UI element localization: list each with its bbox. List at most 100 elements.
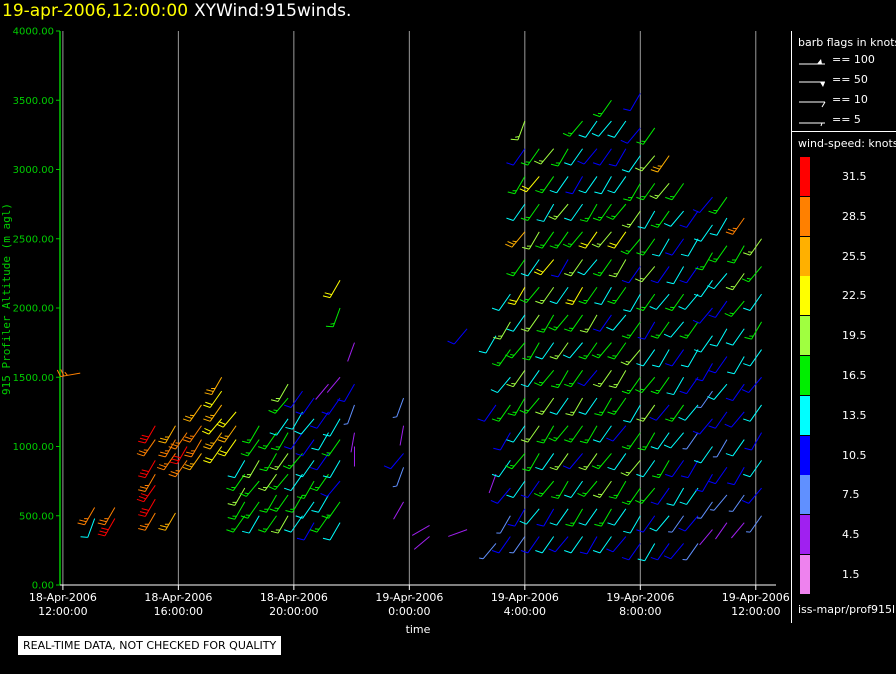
barb-staff bbox=[671, 349, 685, 367]
wind-barb bbox=[607, 231, 627, 249]
wind-barb bbox=[270, 432, 289, 451]
barb-feather bbox=[579, 440, 588, 444]
barb-staff bbox=[749, 349, 762, 367]
barb-feather bbox=[506, 383, 514, 388]
wind-barb bbox=[519, 286, 540, 304]
barb-feather bbox=[579, 551, 588, 555]
wind-barb bbox=[490, 487, 511, 504]
barb-feather bbox=[158, 440, 166, 444]
x-tick-date: 19-Apr-2006 bbox=[722, 591, 790, 604]
speed-swatch bbox=[800, 435, 810, 475]
wind-barb bbox=[679, 321, 699, 339]
barb-feather bbox=[239, 493, 247, 497]
barb-feather bbox=[636, 196, 644, 201]
wind-barb bbox=[522, 342, 540, 361]
barb-staff bbox=[655, 293, 670, 310]
wind-barb bbox=[650, 487, 670, 505]
barb-feather bbox=[692, 430, 700, 435]
barb-feather bbox=[743, 307, 751, 312]
wind-barb bbox=[562, 231, 583, 248]
barb-feather bbox=[608, 163, 616, 167]
barb-feather bbox=[608, 274, 616, 278]
wind-barb bbox=[743, 349, 762, 367]
barb-feather bbox=[564, 273, 572, 277]
speed-swatch-label: 28.5 bbox=[842, 209, 867, 223]
barb-feather bbox=[650, 224, 658, 228]
wind-barb bbox=[520, 203, 540, 221]
barb-staff bbox=[585, 397, 598, 415]
speed-swatch bbox=[800, 475, 810, 515]
barb-staff bbox=[700, 224, 713, 242]
barb-staff bbox=[732, 383, 745, 401]
barb-staff bbox=[328, 397, 341, 415]
wind-barb bbox=[727, 356, 745, 375]
wind-barb bbox=[594, 508, 612, 527]
wind-barb bbox=[564, 536, 583, 554]
barb-staff bbox=[749, 515, 762, 533]
wind-barb bbox=[522, 453, 540, 472]
wind-barb bbox=[565, 508, 583, 527]
wind-barb bbox=[184, 439, 202, 458]
barb-feather bbox=[219, 450, 227, 454]
barb-feather bbox=[520, 550, 528, 554]
wind-barb bbox=[592, 480, 612, 498]
wind-barb bbox=[678, 293, 699, 310]
barb-feather bbox=[591, 243, 599, 248]
wind-barb bbox=[399, 425, 405, 446]
speed-swatch bbox=[800, 236, 810, 276]
wind-barb bbox=[693, 280, 713, 298]
barb-feather bbox=[548, 437, 556, 442]
wind-barb bbox=[217, 425, 237, 443]
wind-barb bbox=[138, 425, 156, 444]
wind-barb bbox=[564, 203, 583, 221]
barb-feather bbox=[99, 530, 107, 534]
barb-feather bbox=[170, 443, 178, 447]
barb-staff bbox=[316, 453, 329, 471]
wind-barb bbox=[620, 349, 641, 366]
wind-barb bbox=[680, 460, 699, 479]
wind-barb bbox=[696, 501, 713, 519]
barb-feather bbox=[725, 286, 733, 291]
wind-barb bbox=[578, 397, 598, 415]
barb-staff bbox=[686, 376, 699, 394]
barb-feather bbox=[636, 529, 644, 533]
barb-feather bbox=[635, 389, 643, 394]
x-tick-date: 18-Apr-2006 bbox=[144, 591, 212, 604]
barb-feather bbox=[56, 369, 61, 377]
barb-staff bbox=[716, 217, 728, 236]
wind-barb bbox=[182, 404, 202, 422]
barb-feather bbox=[97, 533, 105, 537]
wind-barb bbox=[578, 176, 598, 194]
barb-feather bbox=[309, 487, 318, 492]
barb-feather bbox=[203, 418, 211, 422]
barb-staff bbox=[686, 210, 699, 228]
wind-barb bbox=[592, 536, 612, 554]
y-tick-label: 3500.00 bbox=[13, 96, 54, 107]
barb-feather bbox=[158, 464, 167, 468]
barb-staff bbox=[512, 425, 526, 443]
barb-feather bbox=[203, 404, 211, 408]
barb-feather bbox=[650, 279, 658, 284]
barb-staff bbox=[731, 522, 745, 539]
barb-feather bbox=[138, 495, 146, 500]
barb-staff bbox=[657, 266, 670, 284]
wind-barb bbox=[650, 321, 670, 339]
barb-feather bbox=[506, 273, 514, 277]
barb-feather bbox=[621, 169, 629, 173]
barb-feather bbox=[621, 556, 629, 561]
barb-staff bbox=[629, 93, 641, 111]
barb-feather bbox=[708, 370, 716, 374]
wind-barb bbox=[623, 515, 641, 534]
wind-barb bbox=[636, 183, 656, 201]
wind-barb bbox=[536, 314, 555, 333]
barb-staff bbox=[732, 328, 745, 346]
barb-feather bbox=[519, 188, 527, 193]
barb-feather bbox=[553, 215, 558, 218]
barb-staff bbox=[497, 487, 511, 504]
wind-barb bbox=[744, 321, 762, 340]
title-date: 19-apr-2006,12:00:00 bbox=[2, 1, 189, 21]
wind-barb bbox=[519, 176, 540, 193]
barb-staff bbox=[628, 543, 641, 561]
wind-barb bbox=[315, 383, 329, 400]
barb-feather bbox=[729, 312, 734, 315]
